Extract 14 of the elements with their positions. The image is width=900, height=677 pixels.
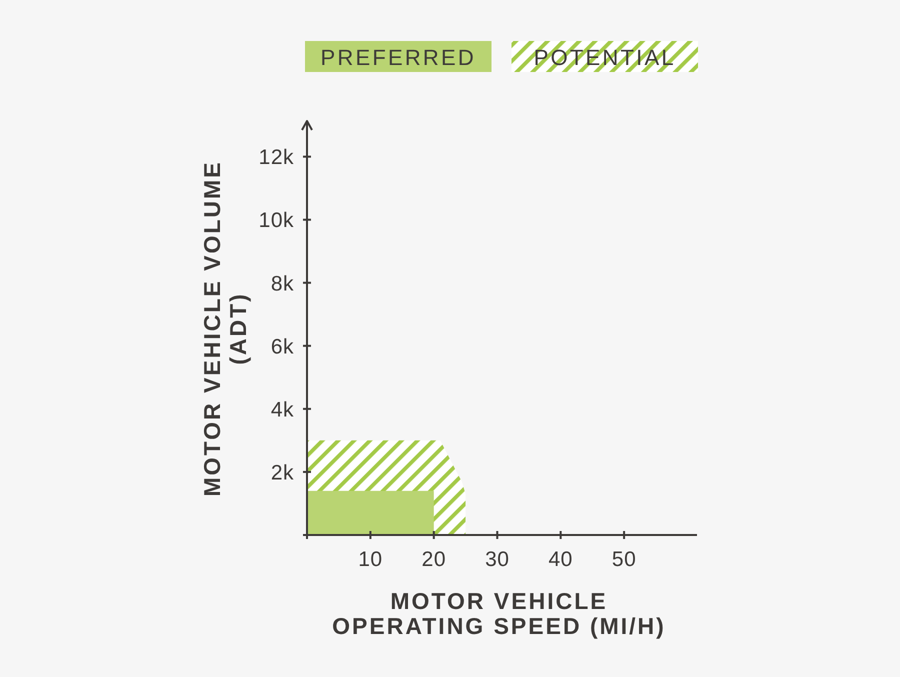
x-tick-label: 20 <box>422 548 446 571</box>
x-axis-title: MOTOR VEHICLE OPERATING SPEED (MI/H) <box>332 588 666 639</box>
y-tick-label: 2k <box>270 461 294 484</box>
x-tick-label: 50 <box>612 548 636 571</box>
x-tick-label: 40 <box>548 548 573 571</box>
x-tick-label: 30 <box>485 548 510 571</box>
y-tick-label: 12k <box>258 146 294 170</box>
y-axis-title: MOTOR VEHICLE VOLUME (ADT) <box>199 160 251 497</box>
y-tick-label: 4k <box>270 398 294 422</box>
x-tick-label: 10 <box>358 548 383 571</box>
y-tick-label: 8k <box>270 272 294 296</box>
text: PREFERRED <box>320 45 476 70</box>
y-tick-label: 10k <box>258 209 294 232</box>
y-tick-label: 6k <box>270 335 294 358</box>
